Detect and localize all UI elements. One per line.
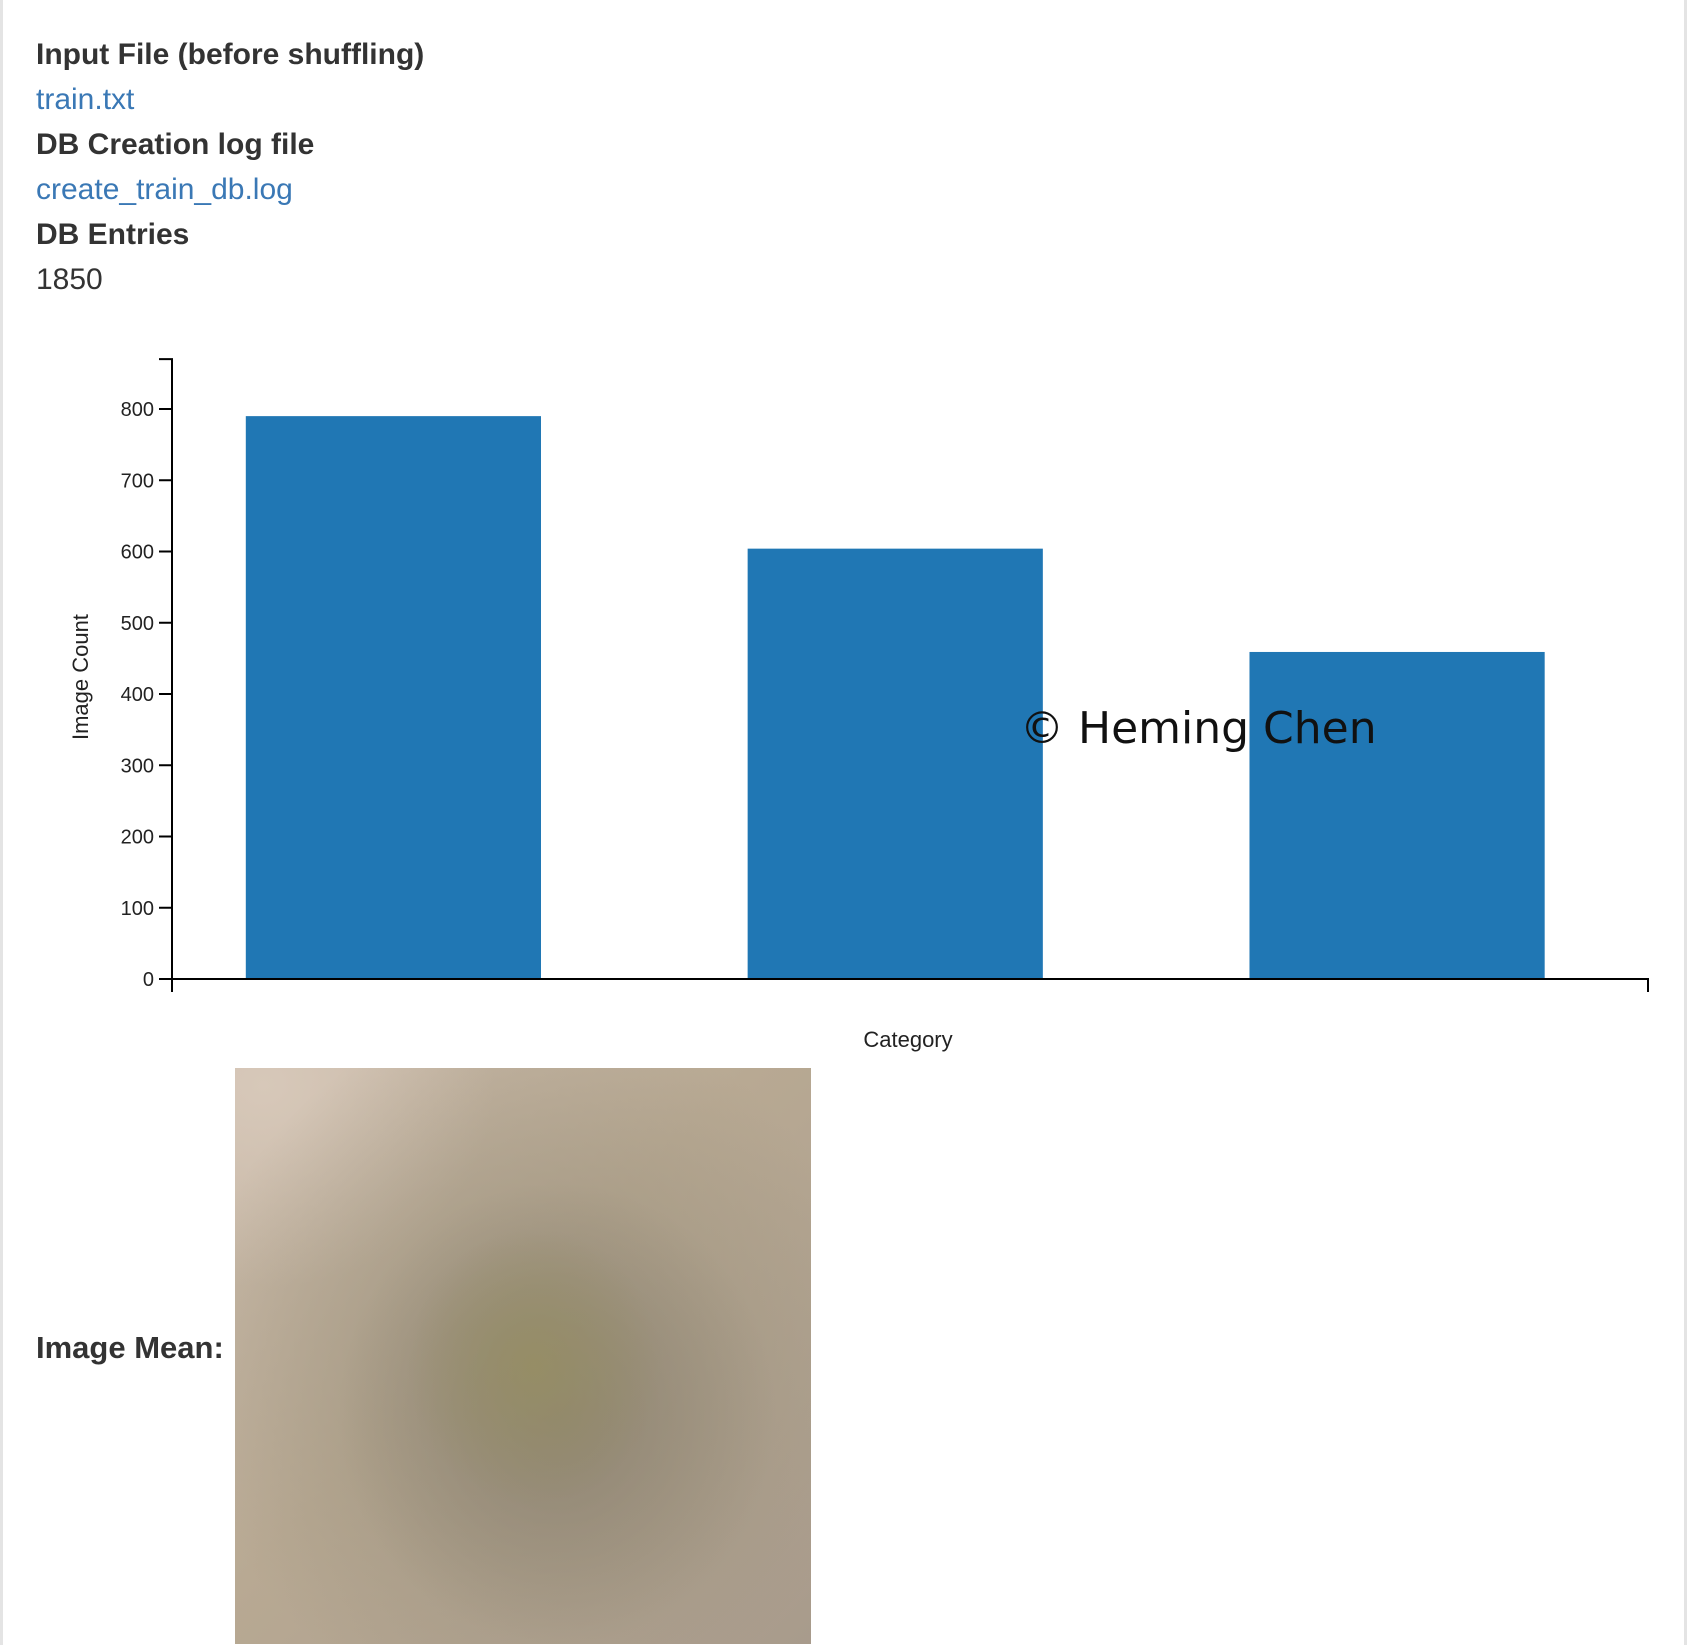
input-file-link[interactable]: train.txt — [36, 83, 135, 116]
log-file-label: DB Creation log file — [36, 128, 315, 161]
bar — [1249, 651, 1545, 979]
db-entries-value: 1850 — [36, 263, 103, 296]
category-bar-chart: 0 100 200 300 400 500 600 700 800 Image Count Ca… — [68, 358, 1649, 1052]
bar — [245, 416, 542, 979]
bar — [747, 548, 1043, 979]
bars — [245, 416, 1545, 979]
y-tick-label: 500 — [121, 613, 154, 635]
input-file-label: Input File (before shuffling) — [36, 38, 425, 71]
y-tick-label: 600 — [121, 542, 154, 564]
y-tick-label: 200 — [121, 827, 154, 849]
y-tick-label: 0 — [143, 969, 154, 991]
y-tick-label: 300 — [121, 755, 154, 777]
dataset-info: Input File (before shuffling) train.txt … — [36, 32, 424, 302]
db-entries-label: DB Entries — [36, 218, 190, 251]
mean-image — [235, 1068, 811, 1644]
x-axis-line — [171, 978, 1649, 992]
y-axis-title: Image Count — [68, 614, 93, 740]
x-axis — [171, 978, 1649, 992]
y-tick-label: 400 — [121, 684, 154, 706]
y-tick-label: 800 — [121, 399, 154, 421]
y-tick-label: 100 — [121, 898, 154, 920]
y-axis-line — [159, 358, 173, 979]
y-tick-label: 700 — [121, 470, 154, 492]
image-mean-label: Image Mean: — [36, 1330, 224, 1365]
log-file-link[interactable]: create_train_db.log — [36, 173, 293, 206]
watermark: © Heming Chen — [1020, 703, 1377, 754]
y-axis: 0 100 200 300 400 500 600 700 800 — [121, 358, 173, 991]
x-axis-title: Category — [863, 1027, 952, 1052]
